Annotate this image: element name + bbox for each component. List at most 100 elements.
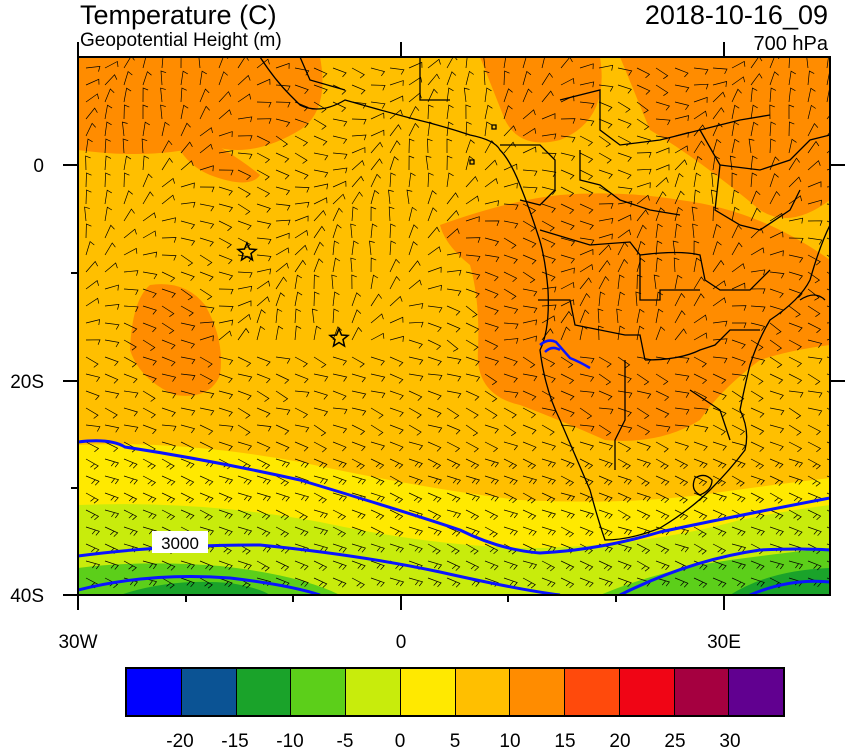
wind-barb	[446, 138, 453, 153]
wind-barb	[332, 180, 347, 188]
wind-barb	[161, 441, 176, 451]
wind-barb	[731, 560, 746, 570]
pressure-level: 700 hPa	[753, 33, 828, 55]
wind-barb	[788, 339, 802, 351]
wind-barb	[237, 390, 252, 401]
wind-barb	[560, 407, 575, 418]
wind-barb	[85, 297, 100, 307]
wind-barb	[85, 441, 100, 453]
wind-barb	[769, 271, 785, 279]
wind-barb	[275, 441, 290, 452]
wind-barb	[750, 190, 761, 205]
wind-barb	[427, 356, 442, 366]
wind-barb	[484, 441, 499, 453]
wind-barb	[161, 57, 164, 69]
plot-frame	[77, 56, 831, 596]
wind-barb	[731, 172, 738, 188]
wind-barb	[332, 84, 347, 95]
wind-barb	[731, 104, 740, 120]
wind-barb	[218, 319, 234, 326]
wind-barb	[332, 577, 347, 588]
wind-barb	[332, 424, 348, 434]
colorbar-swatch	[236, 669, 292, 715]
wind-barb	[769, 526, 784, 536]
wind-barb	[180, 87, 187, 103]
wind-barb	[788, 526, 803, 537]
wind-barb	[85, 560, 101, 570]
wind-barb	[180, 141, 193, 154]
wind-barb	[199, 356, 213, 368]
wind-barb	[85, 319, 101, 326]
wind-barb	[237, 441, 252, 451]
wind-barb	[560, 390, 575, 401]
wind-barb	[750, 560, 765, 571]
wind-barb	[122, 138, 129, 154]
wind-barb	[237, 300, 252, 307]
wind-barb	[218, 492, 233, 503]
wind-barb	[142, 424, 157, 435]
wind-barb	[712, 526, 727, 537]
wind-barb	[180, 458, 195, 469]
wind-barb	[408, 206, 417, 222]
wind-barb	[712, 280, 726, 290]
wind-barb	[522, 577, 536, 589]
wind-barb	[712, 259, 725, 273]
wind-barb	[275, 475, 290, 487]
wind-barb	[199, 105, 210, 120]
wind-barb	[484, 424, 499, 434]
wind-barb	[199, 271, 214, 282]
wind-barb	[617, 492, 632, 503]
wind-barb	[806, 57, 809, 69]
wind-barb	[712, 241, 722, 256]
wind-barb	[522, 390, 537, 401]
wind-barb	[465, 356, 480, 366]
wind-barb	[294, 509, 308, 521]
wind-barb	[256, 254, 272, 262]
wind-barb	[389, 275, 401, 290]
wind-barb	[331, 274, 337, 290]
wind-barb	[446, 251, 462, 258]
wind-barb	[826, 57, 829, 69]
wind-barb	[313, 475, 329, 485]
wind-barb	[141, 138, 148, 154]
wind-barb	[218, 441, 233, 451]
wind-barb	[313, 84, 328, 95]
wind-barb	[674, 441, 690, 451]
wind-barb	[275, 247, 290, 256]
wind-barb	[655, 191, 667, 205]
wind-barb	[674, 159, 688, 171]
wind-barb	[332, 257, 341, 273]
wind-barb	[636, 560, 650, 572]
wind-barb	[750, 339, 764, 351]
wind-barb	[294, 458, 309, 468]
wind-barb	[142, 390, 156, 402]
wind-barb	[142, 509, 157, 520]
wind-barb	[465, 373, 481, 382]
valid-time: 2018-10-16_09	[644, 0, 828, 30]
wind-barb	[275, 169, 290, 180]
wind-barb	[351, 240, 359, 256]
wind-barb	[484, 271, 499, 282]
wind-barb	[218, 330, 232, 341]
wind-barb	[750, 247, 765, 256]
wind-barb	[446, 390, 462, 399]
wind-barb	[579, 152, 594, 164]
wind-barb	[256, 373, 271, 384]
wind-barb	[161, 373, 177, 382]
wind-barb	[788, 475, 803, 485]
wind-barb	[218, 71, 228, 86]
wind-barb	[218, 237, 232, 249]
wind-barb	[446, 228, 460, 239]
wind-barb	[674, 475, 689, 487]
wind-barb	[256, 280, 271, 290]
wind-barb	[294, 560, 309, 571]
wind-barb	[617, 509, 631, 521]
wind-barb	[123, 87, 132, 103]
wind-barb	[123, 339, 137, 351]
wind-barb	[446, 121, 454, 137]
wind-barb	[541, 315, 556, 324]
wind-barb	[199, 70, 207, 86]
wind-barb	[731, 339, 746, 349]
wind-barb	[748, 138, 755, 154]
wind-barb	[427, 577, 442, 588]
